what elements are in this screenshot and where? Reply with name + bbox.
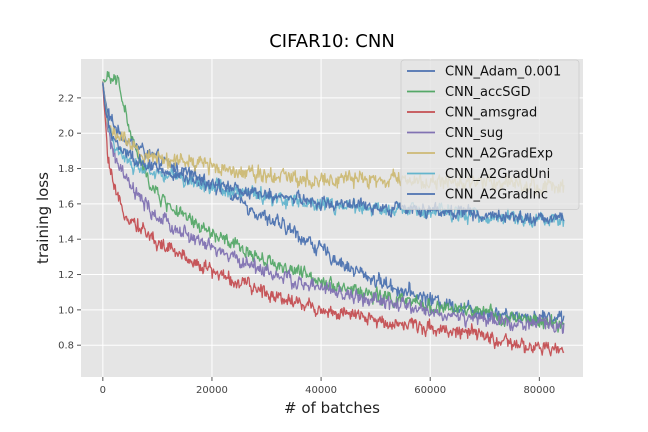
legend-label: CNN_amsgrad — [445, 106, 537, 121]
y-tick-label: 1.2 — [58, 270, 74, 281]
legend-label: CNN_A2GradInc — [445, 188, 548, 203]
x-tick-label: 80000 — [523, 385, 555, 396]
chart-title: CIFAR10: CNN — [269, 31, 395, 52]
legend-label: CNN_accSGD — [445, 85, 531, 100]
series-line-cnn-accsgd — [102, 71, 565, 333]
y-tick-label: 1.4 — [58, 235, 74, 246]
legend-label: CNN_A2GradExp — [445, 147, 553, 162]
y-tick-label: 2.2 — [58, 93, 74, 104]
y-tick-label: 1.6 — [58, 199, 74, 210]
series-lines — [102, 71, 565, 357]
legend-label: CNN_Adam_0.001 — [445, 65, 561, 80]
y-ticks: 0.8 1.0 1.2 1.4 1.6 1.8 2.0 2.2 — [58, 93, 81, 352]
y-tick-label: 1.0 — [58, 305, 74, 316]
x-tick-label: 60000 — [414, 385, 446, 396]
y-tick-label: 1.8 — [58, 164, 74, 175]
x-axis-label: # of batches — [284, 399, 380, 417]
x-tick-label: 20000 — [196, 385, 228, 396]
series-line-cnn-amsgrad — [102, 84, 565, 357]
y-axis-label: training loss — [34, 172, 52, 264]
legend-label: CNN_sug — [445, 126, 503, 141]
series-line-cnn-a2gradinc — [102, 82, 565, 227]
x-tick-label: 40000 — [305, 385, 337, 396]
legend: CNN_Adam_0.001 CNN_accSGD CNN_amsgrad CNN_s… — [400, 59, 580, 210]
series-line-cnn-sug — [102, 81, 565, 334]
y-tick-label: 2.0 — [58, 129, 74, 140]
x-tick-label: 0 — [100, 385, 106, 396]
x-ticks: 0 20000 40000 60000 80000 — [100, 377, 555, 396]
y-tick-label: 0.8 — [58, 341, 74, 352]
legend-label: CNN_A2GradUni — [445, 167, 550, 182]
legend-box — [400, 59, 580, 210]
